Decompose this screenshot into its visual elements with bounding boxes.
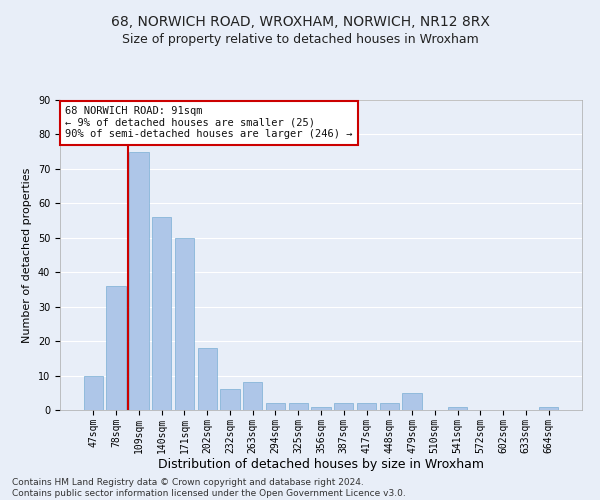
Bar bbox=[289, 403, 308, 410]
Y-axis label: Number of detached properties: Number of detached properties bbox=[22, 168, 32, 342]
Bar bbox=[129, 152, 149, 410]
Bar bbox=[106, 286, 126, 410]
Bar bbox=[311, 406, 331, 410]
Text: Contains HM Land Registry data © Crown copyright and database right 2024.
Contai: Contains HM Land Registry data © Crown c… bbox=[12, 478, 406, 498]
Bar bbox=[357, 403, 376, 410]
Bar bbox=[220, 390, 239, 410]
Text: Size of property relative to detached houses in Wroxham: Size of property relative to detached ho… bbox=[122, 32, 478, 46]
Bar bbox=[84, 376, 103, 410]
Text: 68 NORWICH ROAD: 91sqm
← 9% of detached houses are smaller (25)
90% of semi-deta: 68 NORWICH ROAD: 91sqm ← 9% of detached … bbox=[65, 106, 353, 140]
Bar bbox=[380, 403, 399, 410]
Bar bbox=[334, 403, 353, 410]
Bar bbox=[403, 393, 422, 410]
Bar bbox=[243, 382, 262, 410]
Bar bbox=[266, 403, 285, 410]
Bar bbox=[539, 406, 558, 410]
Text: 68, NORWICH ROAD, WROXHAM, NORWICH, NR12 8RX: 68, NORWICH ROAD, WROXHAM, NORWICH, NR12… bbox=[110, 15, 490, 29]
Bar bbox=[152, 217, 172, 410]
X-axis label: Distribution of detached houses by size in Wroxham: Distribution of detached houses by size … bbox=[158, 458, 484, 471]
Bar bbox=[448, 406, 467, 410]
Bar bbox=[175, 238, 194, 410]
Bar bbox=[197, 348, 217, 410]
